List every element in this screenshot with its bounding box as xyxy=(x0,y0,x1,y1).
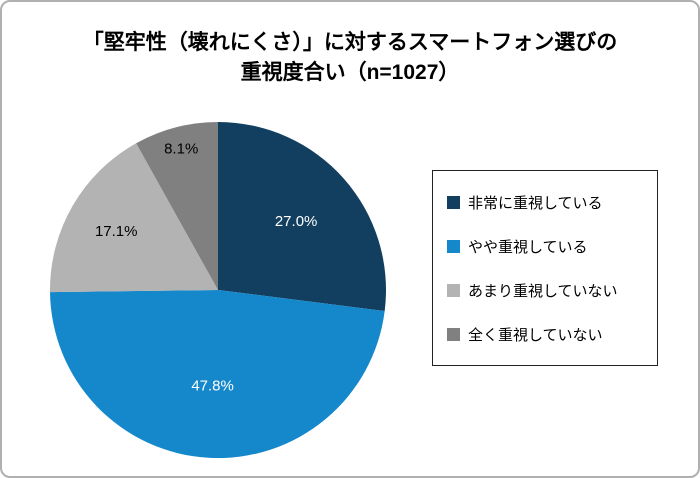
chart-title-line2: 重視度合い（n=1027） xyxy=(240,61,460,85)
pie-slice-3 xyxy=(136,122,218,290)
legend-label-not-very-important: あまり重視していない xyxy=(468,282,618,300)
pie-slice-label-2: 17.1% xyxy=(95,223,138,240)
legend-label-somewhat-important: やや重視している xyxy=(468,238,588,256)
legend-swatch-very-important xyxy=(447,195,460,209)
chart-title: 「堅牢性（壊れにくさ）」に対するスマートフォン選びの 重視度合い（n=1027） xyxy=(2,28,698,89)
pie-slice-label-0: 27.0% xyxy=(275,213,318,230)
pie-slice-2 xyxy=(49,143,218,293)
legend-item-somewhat-important: やや重視している xyxy=(447,224,643,268)
chart-title-line1: 「堅牢性（壊れにくさ）」に対するスマートフォン選びの xyxy=(82,31,618,54)
legend-item-very-important: 非常に重視している xyxy=(447,180,643,224)
pie-chart: 27.0% 47.8% 17.1% 8.1% xyxy=(49,122,387,459)
pie-slice-1 xyxy=(50,290,385,459)
legend-swatch-not-important-at-all xyxy=(447,327,460,341)
legend-swatch-not-very-important xyxy=(447,283,460,297)
pie-slice-label-1: 47.8% xyxy=(191,378,234,395)
pie-slice-label-3: 8.1% xyxy=(164,141,198,158)
pie-slice-0 xyxy=(218,122,387,312)
legend-swatch-somewhat-important xyxy=(447,239,460,253)
legend-item-not-important-at-all: 全く重視していない xyxy=(447,312,643,356)
legend: 非常に重視している やや重視している あまり重視していない 全く重視していない xyxy=(432,170,658,366)
legend-label-not-important-at-all: 全く重視していない xyxy=(468,326,603,344)
legend-item-not-very-important: あまり重視していない xyxy=(447,268,643,312)
legend-label-very-important: 非常に重視している xyxy=(468,194,603,212)
